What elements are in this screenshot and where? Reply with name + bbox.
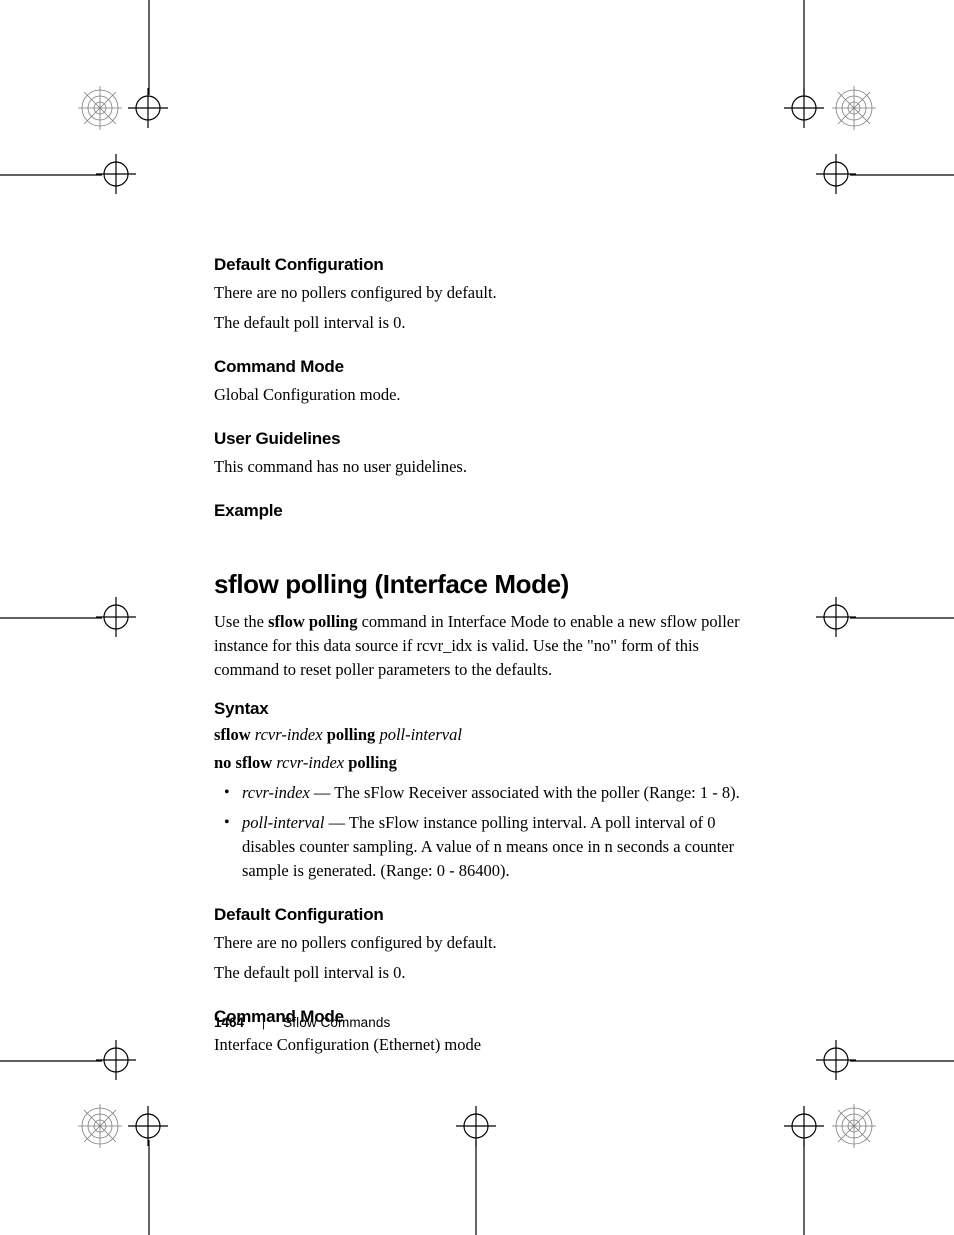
syntax-line-2: no sflow rcvr-index polling [214,753,754,773]
section-default-configuration-2: Default Configuration There are no polle… [214,905,754,985]
crop-line-horizontal [850,617,954,619]
body-text: There are no pollers configured by defau… [214,281,754,305]
syntax-param: rcvr-index [255,725,323,744]
heading-syntax: Syntax [214,699,754,719]
body-text: This command has no user guidelines. [214,455,754,479]
page: Default Configuration There are no polle… [0,0,954,1235]
registration-rosette-icon [832,1104,876,1148]
body-text: The default poll interval is 0. [214,311,754,335]
syntax-keyword: no sflow [214,753,272,772]
section-example: Example [214,501,754,521]
heading-user-guidelines: User Guidelines [214,429,754,449]
command-title: sflow polling (Interface Mode) [214,569,754,600]
syntax-parameter-list: rcvr-index — The sFlow Receiver associat… [214,781,754,883]
crop-line-vertical [148,0,150,95]
command-name-bold: sflow polling [268,612,357,631]
heading-default-configuration: Default Configuration [214,255,754,275]
syntax-keyword: polling [348,753,397,772]
crop-line-horizontal [0,174,102,176]
crosshair-icon [96,154,136,194]
crosshair-icon [96,1040,136,1080]
param-term: rcvr-index [242,783,310,802]
crop-line-vertical [475,1140,477,1235]
body-text: There are no pollers configured by defau… [214,931,754,955]
crop-line-vertical [803,1140,805,1235]
syntax-param: poll-interval [379,725,461,744]
section-syntax: Syntax sflow rcvr-index polling poll-int… [214,699,754,883]
section-default-configuration-1: Default Configuration There are no polle… [214,255,754,335]
crop-line-horizontal [0,617,102,619]
crop-line-horizontal [850,174,954,176]
syntax-param: rcvr-index [276,753,344,772]
registration-rosette-icon [78,1104,122,1148]
section-command-mode-1: Command Mode Global Configuration mode. [214,357,754,407]
param-description: — The sFlow Receiver associated with the… [310,783,740,802]
syntax-line-1: sflow rcvr-index polling poll-interval [214,725,754,745]
heading-example: Example [214,501,754,521]
text-fragment: Use the [214,612,268,631]
page-number: 1464 [214,1015,244,1030]
heading-default-configuration: Default Configuration [214,905,754,925]
footer-separator: | [262,1016,265,1030]
command-description: Use the sflow polling command in Interfa… [214,610,754,682]
document-content: Default Configuration There are no polle… [214,255,754,1079]
crop-line-horizontal [850,1060,954,1062]
body-text: Interface Configuration (Ethernet) mode [214,1033,754,1057]
list-item: poll-interval — The sFlow instance polli… [242,811,754,883]
section-label: Sflow Commands [283,1015,390,1030]
param-term: poll-interval [242,813,324,832]
syntax-keyword: polling [327,725,376,744]
section-user-guidelines: User Guidelines This command has no user… [214,429,754,479]
crop-line-vertical [148,1140,150,1235]
crop-line-vertical [803,0,805,95]
heading-command-mode: Command Mode [214,357,754,377]
crosshair-icon [96,597,136,637]
registration-rosette-icon [78,86,122,130]
page-footer: 1464 | Sflow Commands [214,1015,390,1030]
body-text: The default poll interval is 0. [214,961,754,985]
crop-line-horizontal [0,1060,102,1062]
syntax-keyword: sflow [214,725,251,744]
list-item: rcvr-index — The sFlow Receiver associat… [242,781,754,805]
body-text: Global Configuration mode. [214,383,754,407]
registration-rosette-icon [832,86,876,130]
